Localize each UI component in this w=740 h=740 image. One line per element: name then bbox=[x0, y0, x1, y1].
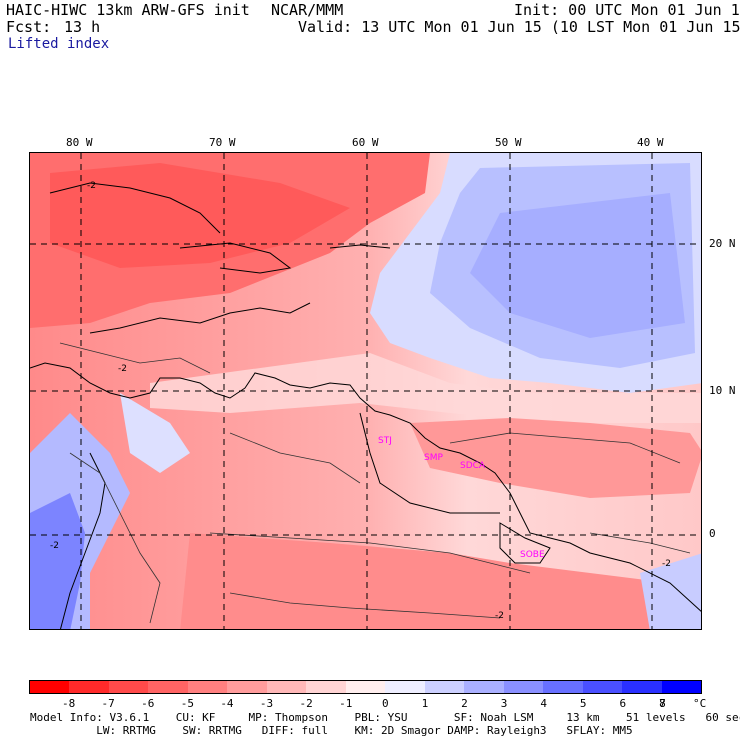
model-info-line2: LW: RRTMG SW: RRTMG DIFF: full KM: 2D Sm… bbox=[30, 724, 633, 737]
colorbar-label: 8 bbox=[659, 697, 666, 710]
org-label: NCAR/MMM bbox=[271, 1, 344, 19]
colorbar-swatch bbox=[227, 681, 267, 693]
lifted-index-map: -2 -2 -2 -2 -2 STJ SMP SDCA SOBE bbox=[29, 152, 702, 630]
colorbar-swatch bbox=[543, 681, 583, 693]
colorbar-label: 6 bbox=[619, 697, 627, 710]
lat-label: 0 bbox=[709, 527, 716, 540]
colorbar-label: 5 bbox=[579, 697, 587, 710]
colorbar-label: -3 bbox=[259, 697, 274, 710]
colorbar-swatch bbox=[424, 681, 465, 693]
colorbar-swatch bbox=[187, 681, 228, 693]
lat-label: 10 N bbox=[709, 384, 736, 397]
map-canvas: -2 -2 -2 -2 -2 STJ SMP SDCA SOBE bbox=[30, 153, 701, 629]
colorbar-label: 3 bbox=[500, 697, 508, 710]
field-positive bbox=[470, 193, 685, 338]
field-positive bbox=[120, 393, 190, 473]
colorbar bbox=[29, 680, 702, 694]
colorbar-label: 2 bbox=[461, 697, 468, 710]
lon-label: 60 W bbox=[352, 136, 379, 149]
model-info-line1: Model Info: V3.6.1 CU: KF MP: Thompson P… bbox=[30, 711, 740, 724]
lon-label: 80 W bbox=[66, 136, 93, 149]
valid-time: Valid: 13 UTC Mon 01 Jun 15 (10 LST Mon … bbox=[298, 18, 740, 36]
colorbar-swatch bbox=[385, 681, 425, 693]
init-time: Init: 00 UTC Mon 01 Jun 15 bbox=[514, 1, 740, 19]
colorbar-swatch bbox=[266, 681, 307, 693]
contour-label: -2 bbox=[118, 364, 127, 374]
colorbar-swatch bbox=[69, 681, 109, 693]
colorbar-label: -2 bbox=[299, 697, 313, 710]
colorbar-swatch bbox=[661, 681, 701, 693]
colorbar-label: -4 bbox=[220, 697, 234, 710]
contours bbox=[59, 342, 691, 624]
field-positive bbox=[640, 553, 701, 629]
colorbar-swatch bbox=[582, 681, 623, 693]
station-stj: STJ bbox=[378, 436, 392, 446]
lon-label: 50 W bbox=[495, 136, 522, 149]
colorbar-swatch bbox=[306, 681, 346, 693]
field-strong-negative bbox=[50, 163, 350, 268]
colorbar-label: 4 bbox=[540, 697, 547, 710]
lon-label: 70 W bbox=[209, 136, 236, 149]
grid bbox=[30, 153, 701, 629]
colorbar-label: 1 bbox=[421, 697, 429, 710]
colorbar-swatch bbox=[148, 681, 188, 693]
field-near-zero bbox=[150, 353, 701, 423]
station-sdca: SDCA bbox=[460, 461, 486, 471]
colorbar-swatch bbox=[345, 681, 386, 693]
field-name: Lifted index bbox=[8, 36, 110, 52]
field-strong-negative bbox=[410, 418, 701, 498]
lat-label: 20 N bbox=[709, 237, 736, 250]
colorbar-label: -8 bbox=[61, 697, 76, 710]
lon-label: 40 W bbox=[637, 136, 664, 149]
colorbar-unit: °C bbox=[693, 697, 707, 710]
contour-label: -2 bbox=[87, 181, 96, 191]
colorbar-label: 7 bbox=[659, 697, 666, 710]
colorbar-swatch bbox=[464, 681, 504, 693]
model-title: HAIC-HIWC 13km ARW-GFS init bbox=[6, 1, 250, 19]
contour-label: -2 bbox=[662, 559, 671, 569]
field-positive bbox=[30, 493, 85, 629]
fcst-label: Fcst: bbox=[6, 18, 52, 36]
colorbar-label: -5 bbox=[180, 697, 194, 710]
contour-label: -2 bbox=[50, 541, 59, 551]
station-smp: SMP bbox=[424, 453, 443, 463]
colorbar-label: -1 bbox=[339, 697, 353, 710]
colorbar-swatch bbox=[622, 681, 662, 693]
colorbar-label: 0 bbox=[381, 697, 389, 710]
fcst-value: 13 h bbox=[64, 18, 101, 36]
colorbar-swatch bbox=[30, 681, 70, 693]
colorbar-label: -6 bbox=[141, 697, 155, 710]
colorbar-swatch bbox=[503, 681, 544, 693]
contour-label: -2 bbox=[495, 611, 504, 621]
colorbar-label: -7 bbox=[101, 697, 115, 710]
colorbar-swatch bbox=[108, 681, 149, 693]
station-sobe: SOBE bbox=[520, 550, 545, 560]
